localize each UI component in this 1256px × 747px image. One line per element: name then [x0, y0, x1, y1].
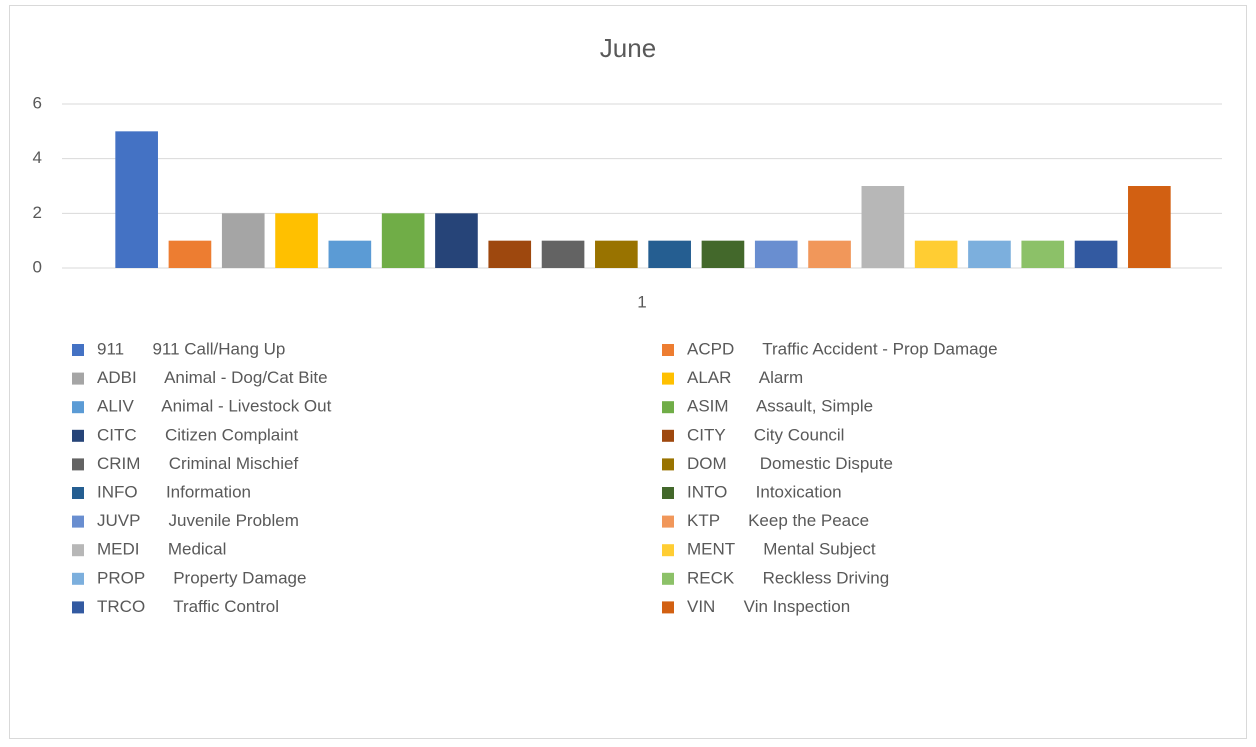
legend-swatch [72, 515, 84, 528]
legend-label: KTP Keep the Peace [687, 511, 869, 530]
x-tick-label: 1 [637, 292, 646, 311]
y-tick-label: 6 [33, 93, 42, 112]
legend-label: RECK Reckless Driving [687, 568, 889, 587]
bar [488, 240, 532, 268]
legend-label: MENT Mental Subject [687, 540, 876, 559]
bar [1074, 240, 1118, 268]
bar [861, 186, 905, 268]
legend-swatch [72, 429, 84, 442]
legend-swatch [662, 429, 674, 442]
legend-swatch [72, 344, 84, 356]
bar [168, 240, 212, 268]
bar [595, 240, 638, 268]
legend-label: MEDI Medical [97, 540, 226, 559]
legend-swatch [662, 544, 674, 557]
bar [701, 240, 745, 268]
bar [115, 131, 158, 268]
legend-swatch [662, 344, 674, 356]
bar [541, 240, 585, 268]
legend-label: ACPD Traffic Accident - Prop Damage [687, 339, 998, 358]
bar [381, 213, 425, 268]
legend-swatch [662, 401, 674, 414]
legend-swatch [72, 401, 84, 414]
legend-label: INFO Information [97, 482, 251, 501]
legend-label: ALIV Animal - Livestock Out [97, 397, 332, 416]
legend-label: CITY City Council [687, 425, 844, 444]
legend-swatch [662, 572, 674, 585]
legend-swatch [72, 372, 84, 385]
bar [914, 240, 958, 268]
legend-label: ALAR Alarm [687, 368, 803, 387]
y-tick-label: 2 [33, 203, 42, 222]
y-tick-label: 0 [33, 257, 42, 276]
bar [328, 240, 372, 268]
legend-swatch [72, 572, 84, 585]
bar [648, 240, 691, 268]
legend-swatch [662, 601, 674, 614]
legend-label: VIN Vin Inspection [687, 597, 850, 616]
legend-label: JUVP Juvenile Problem [97, 511, 299, 530]
legend-label: ADBI Animal - Dog/Cat Bite [97, 368, 328, 387]
legend-label: TRCO Traffic Control [97, 597, 279, 616]
legend-label: DOM Domestic Dispute [687, 454, 893, 473]
legend-swatch [72, 458, 84, 471]
legend-label: INTO Intoxication [687, 482, 842, 501]
legend-swatch [72, 601, 84, 614]
chart-title: June [600, 33, 656, 63]
bar [754, 240, 798, 268]
legend-swatch [662, 372, 674, 385]
bar [808, 240, 851, 268]
bar [221, 213, 265, 268]
legend-swatch [662, 515, 674, 528]
legend-swatch [72, 487, 84, 499]
legend-label: CRIM Criminal Mischief [97, 454, 298, 473]
legend-label: 911 911 Call/Hang Up [97, 339, 285, 358]
bar [1128, 186, 1171, 268]
bar [435, 213, 478, 268]
bar [1021, 240, 1065, 268]
legend-label: ASIM Assault, Simple [687, 397, 873, 416]
legend-label: CITC Citizen Complaint [97, 425, 298, 444]
legend-label: PROP Property Damage [97, 568, 306, 587]
bar [968, 240, 1011, 268]
legend-swatch [662, 458, 674, 471]
bar [275, 213, 318, 268]
y-tick-label: 4 [33, 148, 42, 167]
chart-border [9, 5, 1247, 739]
legend-swatch [662, 487, 674, 499]
legend-swatch [72, 544, 84, 557]
